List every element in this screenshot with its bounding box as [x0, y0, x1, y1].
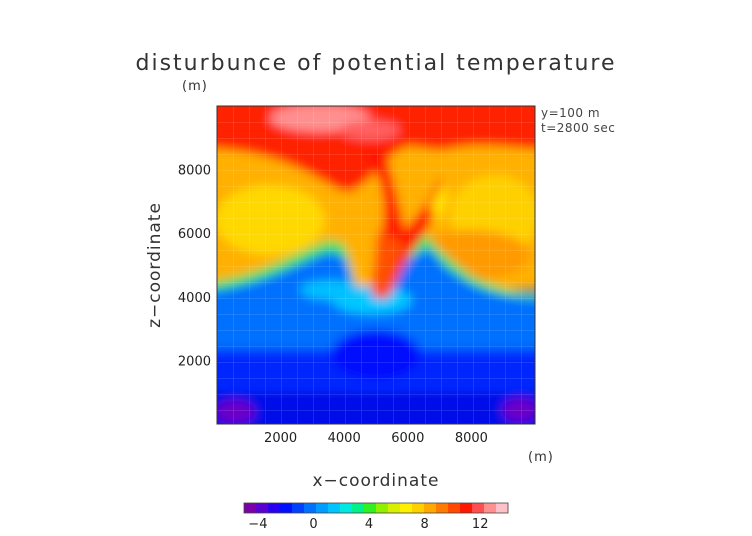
colorbar-swatch [256, 503, 269, 513]
colorbar-tick-label: −4 [248, 517, 267, 532]
colorbar-frame [243, 502, 509, 514]
colorbar-tick-label: 4 [365, 517, 373, 532]
colorbar-swatch [292, 503, 305, 513]
plot-frame [216, 105, 536, 425]
x-axis-label: x−coordinate [313, 471, 440, 491]
colorbar [244, 503, 509, 513]
colorbar-swatch [412, 503, 425, 513]
title-unit: (m) [182, 79, 208, 94]
colorbar-swatch [364, 503, 377, 513]
colorbar-swatch [484, 503, 497, 513]
colorbar-swatch [280, 503, 293, 513]
y-axis-ticks: 2000 4000 6000 8000 [178, 164, 211, 370]
colorbar-swatch [436, 503, 449, 513]
colorbar-swatch [352, 503, 365, 513]
colorbar-swatch [400, 503, 413, 513]
colorbar-tick-label: 12 [472, 517, 489, 532]
colorbar-swatch [472, 503, 485, 513]
x-tick-label: 4000 [328, 431, 361, 446]
x-tick-label: 8000 [455, 431, 488, 446]
y-tick-label: 2000 [178, 354, 211, 369]
colorbar-swatch [448, 503, 461, 513]
y-tick-label: 6000 [178, 227, 211, 242]
colorbar-tick-label: 0 [309, 517, 317, 532]
colorbar-swatch [316, 503, 329, 513]
colorbar-swatch [460, 503, 473, 513]
x-axis-unit: (m) [528, 450, 554, 465]
colorbar-tick-label: 8 [420, 517, 428, 532]
field-grid [217, 106, 535, 424]
colorbar-swatch [244, 503, 257, 513]
colorbar-swatch [268, 503, 281, 513]
colorbar-swatch [388, 503, 401, 513]
colorbar-swatch [376, 503, 389, 513]
x-tick-label: 2000 [264, 431, 297, 446]
colorbar-swatch [424, 503, 437, 513]
x-axis-ticks: 2000 4000 6000 8000 [264, 431, 488, 446]
heatmap-field [217, 106, 535, 424]
annotation-y: y=100 m [541, 106, 600, 120]
y-tick-label: 4000 [178, 291, 211, 306]
colorbar-ticks: −4 0 4 8 12 [248, 517, 488, 532]
colorbar-swatch [304, 503, 317, 513]
y-axis-label: z−coordinate [145, 202, 165, 328]
colorbar-swatch [496, 503, 509, 513]
colorbar-swatch [328, 503, 341, 513]
colorbar-swatch [340, 503, 353, 513]
annotation-t: t=2800 sec [541, 121, 615, 135]
chart-title: disturbunce of potential temperature [136, 51, 617, 76]
y-tick-label: 8000 [178, 164, 211, 179]
x-tick-label: 6000 [391, 431, 424, 446]
